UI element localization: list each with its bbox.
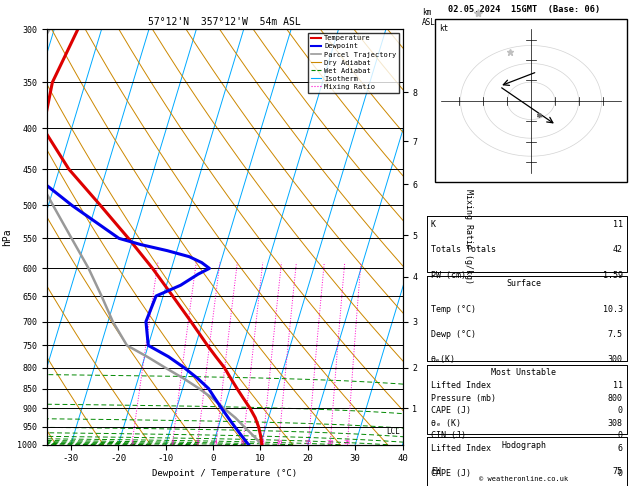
Text: 10: 10 [275, 440, 282, 445]
Text: Lifted Index: Lifted Index [431, 381, 491, 390]
Text: Dewp (°C): Dewp (°C) [431, 330, 476, 339]
Text: 4: 4 [214, 440, 218, 445]
Title: 57°12'N  357°12'W  54m ASL: 57°12'N 357°12'W 54m ASL [148, 17, 301, 27]
Bar [435, 19, 627, 182]
Text: θₑ(K): θₑ(K) [431, 355, 456, 364]
Text: Surface: Surface [506, 279, 541, 289]
Y-axis label: hPa: hPa [2, 228, 12, 246]
Text: Temp (°C): Temp (°C) [431, 305, 476, 314]
Text: CAPE (J): CAPE (J) [431, 469, 471, 479]
Text: 15: 15 [304, 440, 312, 445]
Text: θₑ (K): θₑ (K) [431, 419, 461, 428]
Text: 0: 0 [618, 406, 623, 415]
Text: EH: EH [431, 467, 441, 476]
Text: LCL: LCL [386, 427, 400, 436]
Text: 3: 3 [196, 440, 199, 445]
Text: 0: 0 [618, 469, 623, 479]
Text: Most Unstable: Most Unstable [491, 368, 556, 378]
Text: 11: 11 [613, 220, 623, 229]
Text: 308: 308 [608, 419, 623, 428]
Text: km
ASL: km ASL [422, 8, 436, 27]
Text: 800: 800 [608, 394, 623, 403]
Text: 20: 20 [326, 440, 334, 445]
Text: 2: 2 [170, 440, 174, 445]
Text: 11: 11 [613, 381, 623, 390]
Text: Hodograph: Hodograph [501, 441, 546, 451]
Text: 42: 42 [613, 245, 623, 255]
Text: 300: 300 [608, 355, 623, 364]
Text: 25: 25 [343, 440, 351, 445]
Text: kt: kt [440, 24, 448, 34]
Text: Totals Totals: Totals Totals [431, 245, 496, 255]
Text: 10.3: 10.3 [603, 305, 623, 314]
Text: 6: 6 [241, 440, 245, 445]
Legend: Temperature, Dewpoint, Parcel Trajectory, Dry Adiabat, Wet Adiabat, Isotherm, Mi: Temperature, Dewpoint, Parcel Trajectory… [308, 33, 399, 93]
Text: 1.59: 1.59 [603, 271, 623, 280]
Text: Lifted Index: Lifted Index [431, 444, 491, 453]
Text: PW (cm): PW (cm) [431, 271, 466, 280]
Text: 02.05.2024  15GMT  (Base: 06): 02.05.2024 15GMT (Base: 06) [447, 5, 600, 14]
Text: 6: 6 [618, 444, 623, 453]
Y-axis label: Mixing Ratio (g/kg): Mixing Ratio (g/kg) [464, 190, 473, 284]
Text: 7.5: 7.5 [608, 330, 623, 339]
Text: 75: 75 [613, 467, 623, 476]
Text: CIN (J): CIN (J) [431, 431, 466, 440]
Text: 8: 8 [261, 440, 265, 445]
X-axis label: Dewpoint / Temperature (°C): Dewpoint / Temperature (°C) [152, 469, 298, 478]
Text: 0: 0 [618, 431, 623, 440]
Text: K: K [431, 220, 436, 229]
Text: CAPE (J): CAPE (J) [431, 406, 471, 415]
Text: © weatheronline.co.uk: © weatheronline.co.uk [479, 476, 568, 482]
Text: 1: 1 [130, 440, 134, 445]
Text: Pressure (mb): Pressure (mb) [431, 394, 496, 403]
